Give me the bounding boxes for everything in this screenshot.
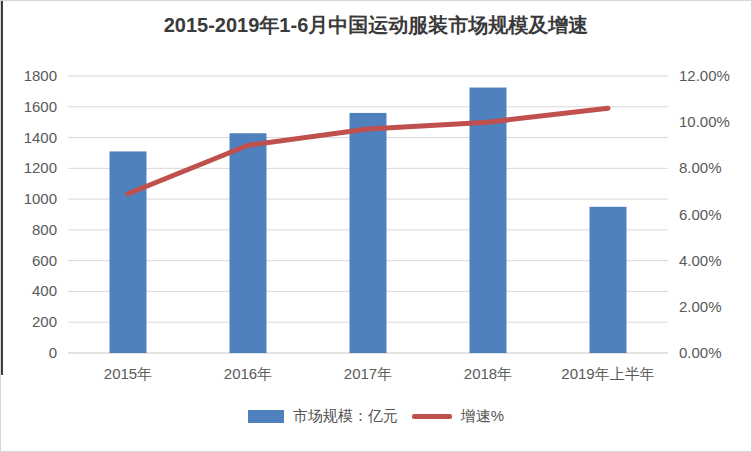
legend-label-market-size: 市场规模：亿元 bbox=[293, 407, 398, 426]
legend-label-growth: 增速% bbox=[461, 407, 504, 426]
x-axis-category-label: 2016年 bbox=[224, 365, 272, 382]
bar bbox=[590, 207, 627, 353]
bar bbox=[350, 113, 387, 353]
x-axis-category-label: 2015年 bbox=[104, 365, 152, 382]
bar bbox=[110, 151, 147, 353]
right-axis-tick-label: 12.00% bbox=[679, 67, 730, 84]
right-axis-tick-label: 8.00% bbox=[679, 159, 722, 176]
right-axis-tick-label: 6.00% bbox=[679, 206, 722, 223]
right-axis-tick-label: 0.00% bbox=[679, 344, 722, 361]
left-axis-tick-label: 1400 bbox=[24, 129, 57, 146]
left-axis-tick-label: 400 bbox=[32, 282, 57, 299]
chart-plot-area: 1800 1600 1400 1200 1000 800 600 400 200 0 12.00% 1… bbox=[1, 1, 752, 452]
bar-series-swatch bbox=[248, 410, 284, 423]
legend-item-market-size: 市场规模：亿元 bbox=[248, 407, 398, 426]
x-axis-category-label: 2019年上半年 bbox=[561, 365, 654, 382]
left-axis-tick-label: 1200 bbox=[24, 159, 57, 176]
right-axis-tick-label: 10.00% bbox=[679, 113, 730, 130]
line-series-swatch bbox=[412, 414, 452, 419]
left-axis-tick-label: 600 bbox=[32, 252, 57, 269]
bar bbox=[230, 133, 267, 353]
chart-frame: 2015-2019年1-6月中国运动服装市场规模及增速 180016001400… bbox=[0, 0, 752, 452]
left-axis-tick-label: 0 bbox=[49, 344, 57, 361]
left-axis-tick-label: 1600 bbox=[24, 98, 57, 115]
left-axis-tick-label: 1800 bbox=[24, 67, 57, 84]
legend-item-growth: 增速% bbox=[412, 407, 504, 426]
left-axis-tick-label: 800 bbox=[32, 221, 57, 238]
left-axis-tick-label: 200 bbox=[32, 313, 57, 330]
right-axis-tick-label: 2.00% bbox=[679, 298, 722, 315]
x-axis-category-label: 2017年 bbox=[344, 365, 392, 382]
chart-legend: 市场规模：亿元 增速% bbox=[1, 407, 751, 426]
left-axis-tick-label: 1000 bbox=[24, 190, 57, 207]
right-axis-tick-label: 4.00% bbox=[679, 252, 722, 269]
x-axis-category-label: 2018年 bbox=[464, 365, 512, 382]
bar bbox=[470, 88, 507, 353]
